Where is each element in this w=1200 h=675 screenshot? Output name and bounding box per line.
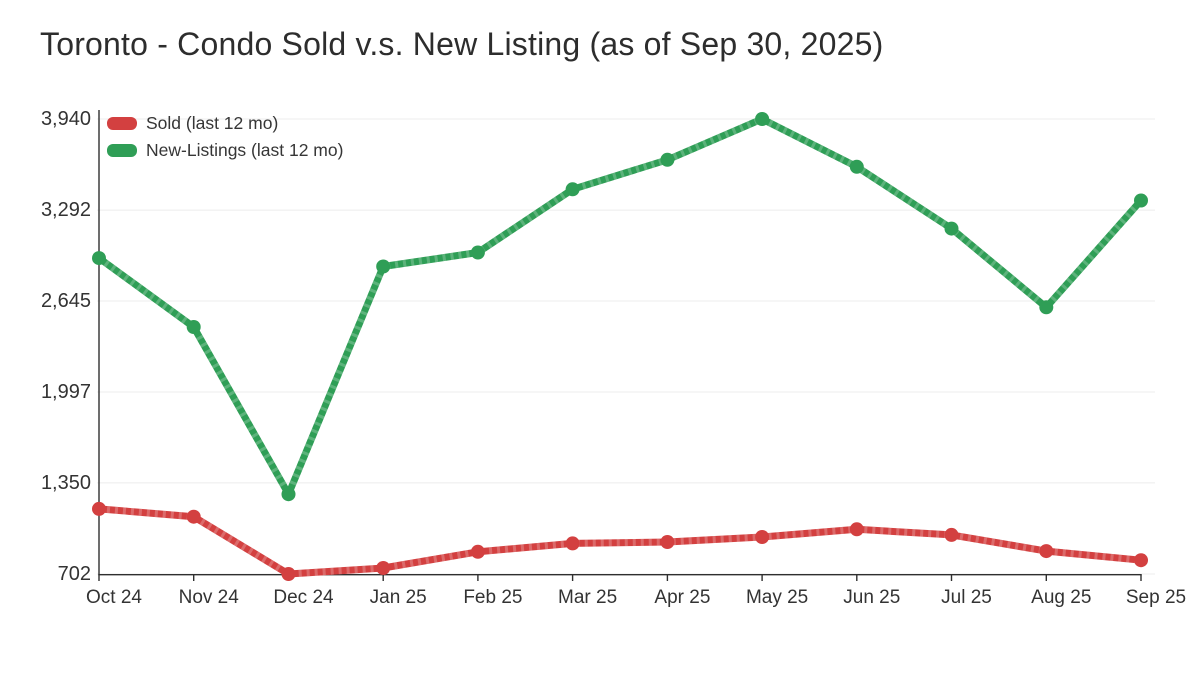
- y-tick-label: 3,292: [41, 199, 91, 221]
- x-tick-label: Jan 25: [370, 587, 427, 608]
- data-point-sold: [565, 536, 580, 551]
- data-point-sold: [944, 527, 959, 542]
- legend-label-sold: Sold (last 12 mo): [146, 112, 279, 133]
- x-tick-label: Jun 25: [843, 587, 900, 608]
- data-point-new-listings: [470, 245, 485, 260]
- y-tick-label: 1,350: [41, 472, 91, 494]
- y-tick-label: 1,997: [41, 381, 91, 403]
- series-sold: [92, 501, 1148, 581]
- x-tick-label: Nov 24: [179, 587, 240, 608]
- series-line-new-listings: [95, 115, 1145, 498]
- data-point-sold: [470, 544, 485, 559]
- x-tick-label: Sep 25: [1126, 587, 1186, 608]
- x-tick-label: Feb 25: [463, 587, 522, 608]
- data-point-new-listings: [376, 259, 391, 274]
- x-tick-label: Dec 24: [273, 587, 334, 608]
- x-tick-label: Jul 25: [941, 587, 992, 608]
- x-tick-label: Mar 25: [558, 587, 617, 608]
- legend-swatch-sold-icon: [107, 116, 137, 130]
- data-point-new-listings: [1134, 193, 1148, 208]
- chart-title: Toronto - Condo Sold v.s. New Listing (a…: [40, 26, 884, 62]
- series-line-sold: [95, 505, 1145, 578]
- y-tick-label: 2,645: [41, 290, 91, 312]
- axes: [98, 110, 1142, 581]
- data-point-new-listings: [849, 159, 864, 174]
- y-tick-label: 3,940: [41, 108, 91, 130]
- legend-label-new-listings: New-Listings (last 12 mo): [146, 139, 344, 160]
- data-point-sold: [660, 535, 675, 549]
- data-point-sold: [849, 522, 864, 537]
- data-point-new-listings: [186, 320, 201, 334]
- data-point-new-listings: [565, 182, 580, 197]
- data-point-new-listings: [281, 487, 296, 502]
- data-point-new-listings: [92, 251, 106, 266]
- data-point-new-listings: [944, 221, 959, 236]
- x-axis-labels: Oct 24 Nov 24 Dec 24 Jan 25 Feb 25 Mar 25 Apr …: [86, 587, 1186, 608]
- data-point-sold: [186, 509, 201, 524]
- x-tick-label: Apr 25: [654, 587, 710, 608]
- data-point-new-listings: [660, 152, 675, 167]
- y-axis-labels: 702 1,350 1,997 2,645 3,292 3,940: [41, 108, 91, 585]
- data-point-sold: [1039, 544, 1054, 559]
- data-point-sold: [376, 561, 391, 575]
- series-new-listings: [92, 112, 1148, 503]
- legend-swatch-new-listings-icon: [107, 143, 137, 157]
- legend-item-new-listings[interactable]: New-Listings (last 12 mo): [107, 139, 343, 161]
- x-tick-label: Aug 25: [1031, 587, 1091, 608]
- data-point-sold: [281, 567, 296, 581]
- data-point-sold: [1134, 553, 1148, 568]
- legend: Sold (last 12 mo) New-Listings (last 12 …: [107, 112, 343, 161]
- x-tick-label: May 25: [746, 587, 808, 608]
- legend-item-sold[interactable]: Sold (last 12 mo): [107, 112, 343, 134]
- data-point-new-listings: [755, 112, 770, 126]
- x-tick-label: Oct 24: [86, 587, 142, 608]
- y-tick-label: 702: [58, 563, 91, 585]
- data-point-sold: [92, 501, 106, 516]
- data-point-new-listings: [1039, 300, 1054, 315]
- data-point-sold: [755, 530, 770, 544]
- gridlines: [97, 118, 1155, 575]
